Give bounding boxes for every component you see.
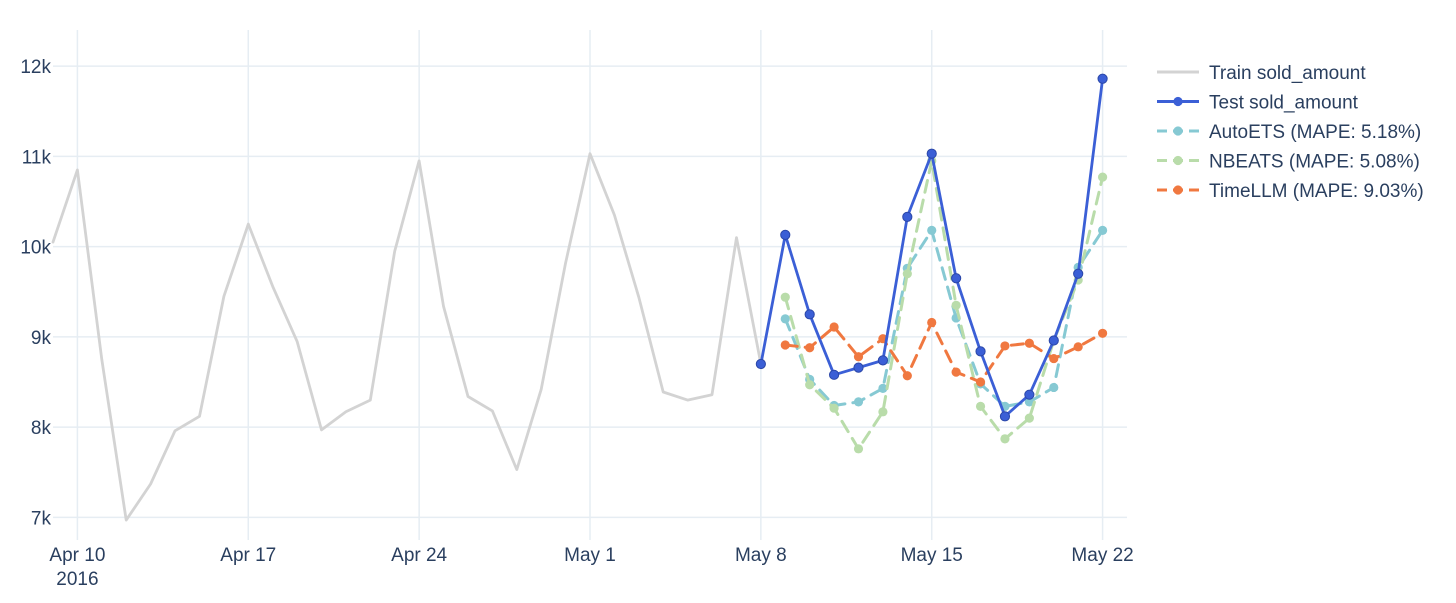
data-point [853,352,864,362]
legend-item-nbeats-mape-5-08[interactable]: NBEATS (MAPE: 5.08%) [1157,152,1420,173]
data-point [828,369,840,380]
data-point [805,343,815,353]
data-point [780,314,790,324]
data-point [805,380,815,390]
axis-tick-labels: 7k 8k 9k 10k 11k 12k Apr 10 2016 Apr 17 Apr 24 May… [20,57,1133,590]
series-line [51,152,763,522]
data-point [902,211,913,222]
x-tick-label: May 1 [564,545,616,566]
data-point [975,401,986,412]
series-autoets-mape-5-18 [780,225,1108,412]
y-tick-label: 7k [31,508,52,529]
data-point [951,300,961,310]
data-point [1097,73,1108,84]
grid-lines [53,30,1127,540]
x-tick-label: May 8 [735,545,787,566]
series-nbeats-mape-5-08 [780,156,1108,454]
y-tick-label: 9k [31,328,52,349]
legend-label: Train sold_amount [1209,63,1366,84]
data-point [780,229,791,241]
data-point [927,225,937,235]
legend-marker [1173,185,1183,195]
legend-marker [1173,96,1183,107]
data-point [902,371,912,381]
data-point [975,346,986,357]
data-point [780,292,790,302]
y-tick-label: 11k [22,147,52,168]
data-point [877,355,889,366]
series-lines [51,73,1108,522]
legend-item-test-sold-amount[interactable]: Test sold_amount [1157,93,1359,114]
y-tick-label: 8k [31,418,52,439]
y-tick-label: 12k [20,57,51,78]
data-point [755,358,766,370]
series-line [783,228,1105,408]
data-point [1049,382,1059,393]
data-point [1024,338,1034,348]
data-point [1024,389,1035,400]
data-point [853,362,864,373]
data-point [829,322,839,332]
y-tick-label: 10k [20,238,51,259]
legend-item-train-sold-amount[interactable]: Train sold_amount [1157,63,1366,84]
legend-label: TimeLLM (MAPE: 9.03%) [1209,181,1424,202]
data-point [853,444,864,454]
data-point [1097,172,1108,182]
data-point [1000,341,1010,351]
legend-marker [1173,155,1183,166]
data-point [975,377,986,387]
data-point [1048,335,1059,346]
data-point [1073,268,1084,279]
data-point [902,269,912,279]
data-point [780,340,790,350]
data-point [878,383,888,393]
data-point [1073,342,1083,352]
series-line [783,159,1105,451]
legend-label: AutoETS (MAPE: 5.18%) [1209,122,1421,143]
legend-label: Test sold_amount [1209,93,1359,114]
x-tick-sublabel: 2016 [56,569,98,590]
data-point [853,397,864,407]
x-tick-label: Apr 24 [391,545,447,566]
data-point [1024,413,1034,423]
x-tick-label: May 22 [1071,545,1133,566]
series-test-sold-amount [755,73,1108,422]
data-point [1049,353,1059,364]
legend-label: NBEATS (MAPE: 5.08%) [1209,152,1420,173]
data-point [1000,434,1010,444]
data-point [1097,225,1108,235]
data-point [951,367,961,377]
data-point [804,309,815,320]
legend-marker [1173,126,1183,136]
x-tick-label: Apr 17 [220,545,276,566]
data-point [1024,397,1034,407]
series-line [783,321,1105,384]
legend[interactable]: Train sold_amount Test sold_amount AutoETS… [1157,63,1424,202]
data-point [999,411,1011,422]
legend-item-timellm-mape-9-03[interactable]: TimeLLM (MAPE: 9.03%) [1157,181,1424,202]
series-train-sold-amount [51,152,763,522]
data-point [927,317,937,328]
x-tick-label: May 15 [901,545,963,566]
data-point [926,148,937,159]
series-timellm-mape-9-03 [780,317,1108,387]
data-point [878,407,888,417]
data-point [829,403,839,413]
x-tick-label: Apr 10 [49,545,105,566]
data-point [951,273,962,284]
data-point [1097,328,1108,338]
legend-item-autoets-mape-5-18[interactable]: AutoETS (MAPE: 5.18%) [1157,122,1421,143]
